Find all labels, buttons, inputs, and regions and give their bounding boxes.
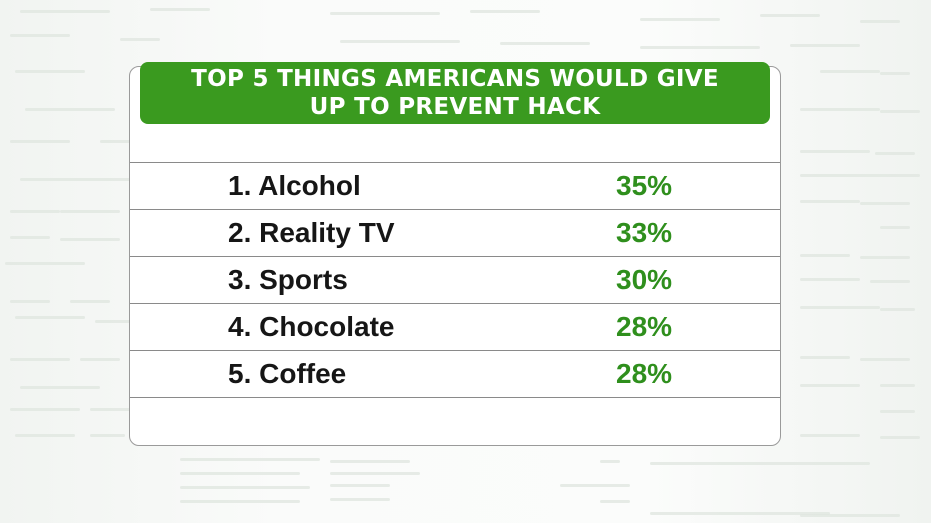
bg-ticker-line (5, 262, 85, 265)
table-row: 5. Coffee 28% (130, 351, 780, 398)
bg-ticker-line (150, 8, 210, 11)
bg-ticker-line (330, 472, 420, 475)
bg-ticker-line (330, 460, 410, 463)
bg-ticker-line (790, 44, 860, 47)
bg-ticker-line (600, 460, 620, 463)
bg-ticker-line (180, 472, 300, 475)
bg-ticker-line (760, 14, 820, 17)
bg-ticker-line (860, 202, 910, 205)
bg-ticker-line (60, 238, 120, 241)
bg-ticker-line (20, 10, 110, 13)
ranking-table: 1. Alcohol 35% 2. Reality TV 33% 3. Sports 30… (130, 162, 780, 398)
row-value: 28% (616, 358, 673, 389)
bg-ticker-line (70, 300, 110, 303)
bg-ticker-line (180, 500, 300, 503)
bg-ticker-line (15, 316, 85, 319)
bg-ticker-line (880, 110, 920, 113)
bg-ticker-line (800, 514, 900, 517)
bg-ticker-line (95, 320, 135, 323)
bg-ticker-line (800, 434, 860, 437)
row-value: 28% (616, 311, 673, 342)
table-row: 2. Reality TV 33% (130, 210, 780, 257)
chart-title: TOP 5 THINGS AMERICANS WOULD GIVE UP TO … (191, 66, 719, 120)
table-bottom-spacer (130, 397, 780, 398)
bg-ticker-line (180, 458, 320, 461)
bg-ticker-line (20, 178, 130, 181)
bg-ticker-line (330, 484, 390, 487)
bg-ticker-line (875, 152, 915, 155)
bg-ticker-line (800, 306, 880, 309)
row-value: 35% (616, 170, 673, 201)
bg-ticker-line (650, 462, 870, 465)
bg-ticker-line (10, 236, 50, 239)
bg-ticker-line (80, 358, 120, 361)
bg-ticker-line (880, 410, 915, 413)
bg-ticker-line (120, 38, 160, 41)
bg-ticker-line (560, 484, 630, 487)
table-row: 1. Alcohol 35% (130, 163, 780, 210)
bg-ticker-line (10, 300, 50, 303)
row-label: 5. Coffee (228, 358, 347, 389)
bg-ticker-line (860, 20, 900, 23)
bg-ticker-line (10, 140, 70, 143)
bg-ticker-line (10, 34, 70, 37)
bg-ticker-line (15, 434, 75, 437)
title-banner: TOP 5 THINGS AMERICANS WOULD GIVE UP TO … (140, 62, 770, 124)
bg-ticker-line (800, 174, 920, 177)
bg-ticker-line (880, 436, 920, 439)
row-label: 4. Chocolate (228, 311, 395, 342)
table-row: 4. Chocolate 28% (130, 304, 780, 351)
bg-ticker-line (860, 358, 910, 361)
bg-ticker-line (820, 70, 880, 73)
bg-ticker-line (10, 358, 70, 361)
bg-ticker-line (800, 254, 850, 257)
bg-ticker-line (800, 150, 870, 153)
table-row: 3. Sports 30% (130, 257, 780, 304)
bg-ticker-line (330, 12, 440, 15)
bg-ticker-line (880, 72, 910, 75)
bg-ticker-line (880, 384, 915, 387)
bg-ticker-line (870, 280, 910, 283)
bg-ticker-line (800, 356, 850, 359)
bg-ticker-line (20, 386, 100, 389)
bg-ticker-line (880, 308, 915, 311)
bg-ticker-line (100, 140, 145, 143)
bg-ticker-line (470, 10, 540, 13)
bg-ticker-line (800, 108, 880, 111)
bg-ticker-line (90, 434, 125, 437)
bg-ticker-line (800, 278, 860, 281)
row-label: 1. Alcohol (228, 170, 361, 201)
row-label: 3. Sports (228, 264, 348, 295)
bg-ticker-line (800, 384, 860, 387)
bg-ticker-line (500, 42, 590, 45)
bg-ticker-line (25, 108, 115, 111)
bg-ticker-line (60, 210, 120, 213)
bg-ticker-line (10, 210, 60, 213)
bg-ticker-line (640, 18, 720, 21)
bg-ticker-line (640, 46, 760, 49)
bg-ticker-line (880, 226, 910, 229)
row-value: 30% (616, 264, 673, 295)
bg-ticker-line (860, 256, 910, 259)
bg-ticker-line (600, 500, 630, 503)
row-label: 2. Reality TV (228, 217, 395, 248)
bg-ticker-line (90, 408, 130, 411)
bg-ticker-line (650, 512, 830, 515)
bg-ticker-line (800, 200, 860, 203)
bg-ticker-line (15, 70, 85, 73)
bg-ticker-line (330, 498, 390, 501)
row-value: 33% (616, 217, 673, 248)
bg-ticker-line (180, 486, 310, 489)
bg-ticker-line (10, 408, 80, 411)
bg-ticker-line (340, 40, 460, 43)
